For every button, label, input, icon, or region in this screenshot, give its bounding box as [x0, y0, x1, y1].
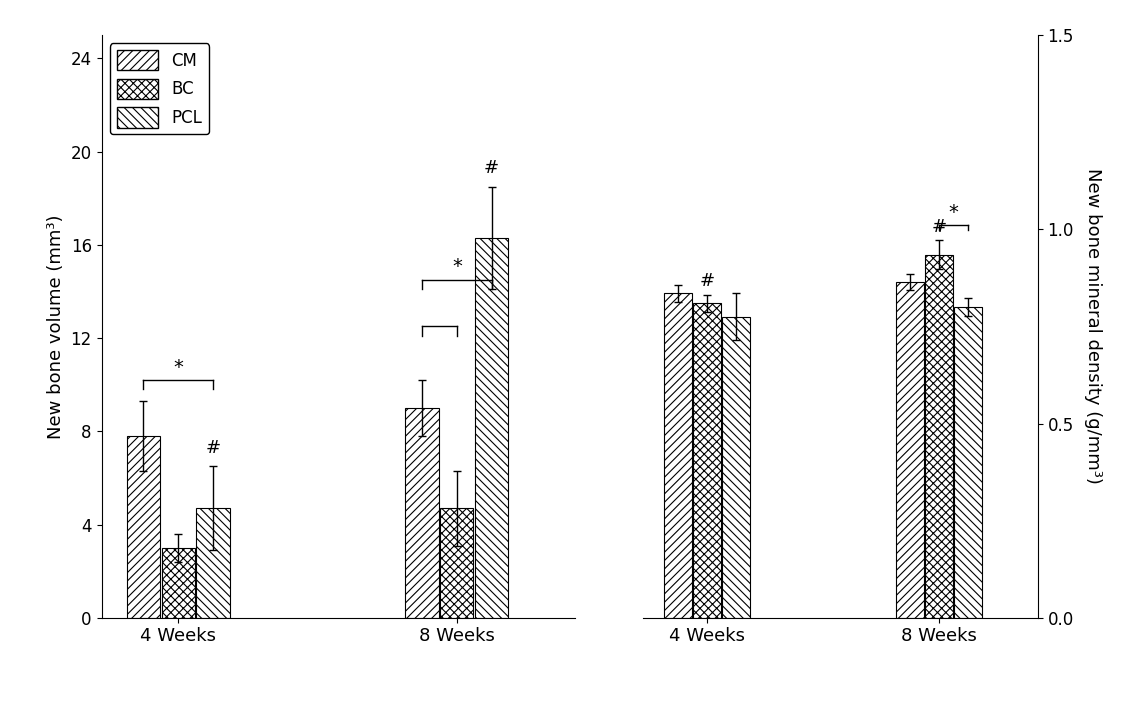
Text: #: # — [699, 272, 714, 290]
Text: *: * — [949, 203, 959, 222]
Bar — [693, 303, 721, 618]
Text: #: # — [484, 159, 500, 178]
Bar — [925, 255, 953, 618]
Bar — [475, 238, 509, 618]
Bar — [440, 508, 474, 618]
Bar — [722, 317, 750, 618]
Bar — [664, 293, 691, 618]
Bar — [196, 508, 229, 618]
Bar — [405, 408, 439, 618]
Text: #: # — [932, 218, 946, 236]
Text: *: * — [452, 258, 461, 277]
Bar — [161, 548, 195, 618]
Bar — [897, 282, 924, 618]
Y-axis label: New bone mineral density (g/mm³): New bone mineral density (g/mm³) — [1084, 168, 1102, 484]
Bar — [126, 436, 160, 618]
Text: *: * — [174, 357, 183, 376]
Bar — [954, 307, 981, 618]
Text: #: # — [205, 439, 221, 457]
Y-axis label: New bone volume (mm³): New bone volume (mm³) — [47, 214, 65, 439]
Legend: CM, BC, PCL: CM, BC, PCL — [109, 44, 209, 135]
